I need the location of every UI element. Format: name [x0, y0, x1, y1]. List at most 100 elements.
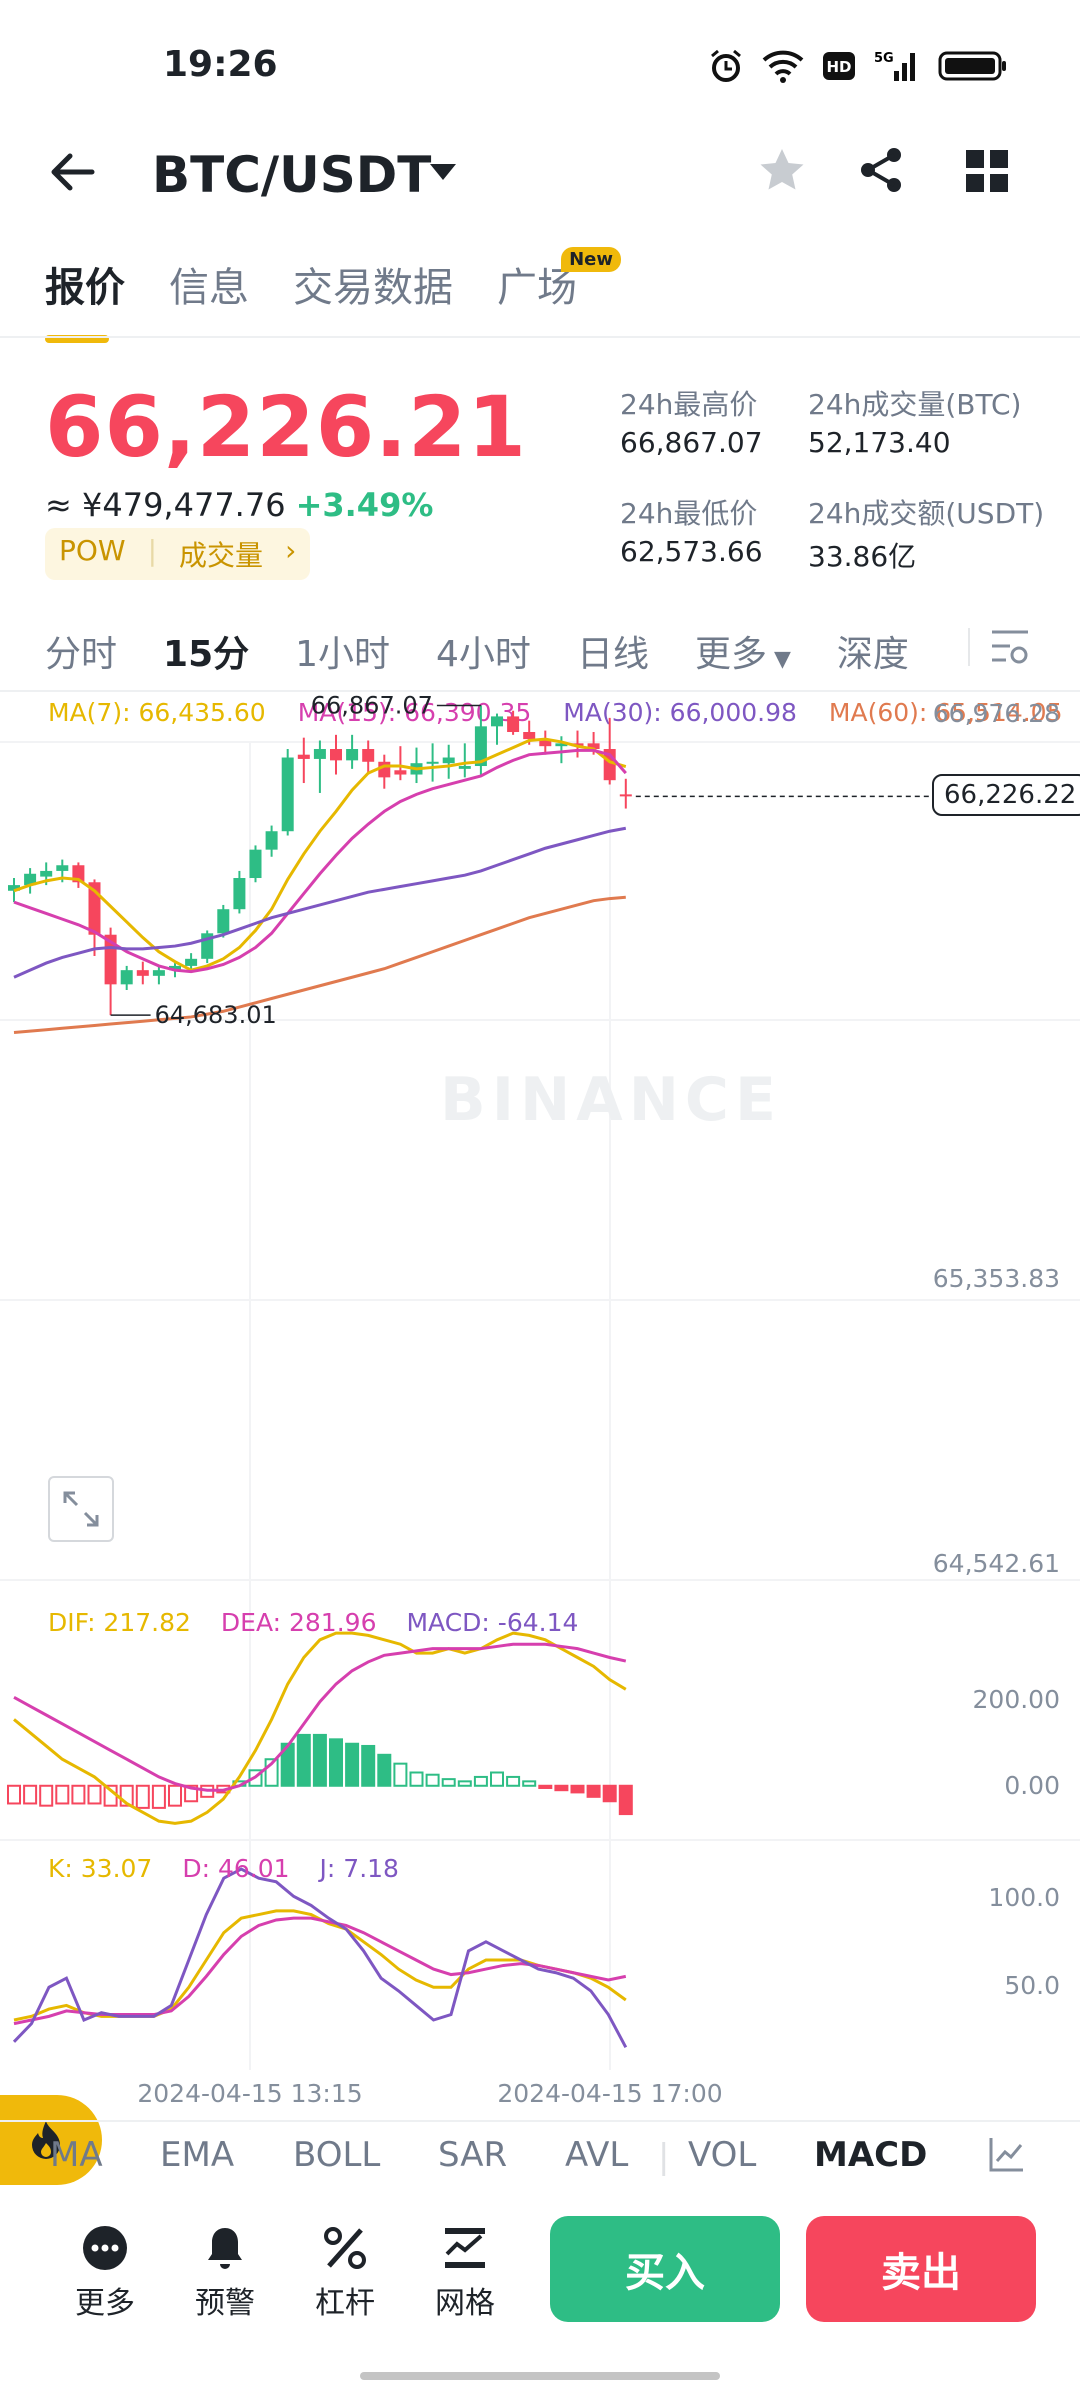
- candle-body: [152, 970, 165, 976]
- pair-dropdown-button[interactable]: [428, 162, 458, 186]
- candle-body: [120, 970, 133, 985]
- dif-legend: DIF: 217.82: [48, 1608, 191, 1637]
- grid-menu-button[interactable]: [966, 150, 1008, 196]
- period-timeline[interactable]: 分时: [45, 634, 118, 675]
- high-value: 66,867.07: [620, 426, 763, 459]
- period-more[interactable]: 更多 ▼: [695, 625, 791, 677]
- vol-usdt-label: 24h成交额(USDT): [808, 497, 1045, 530]
- ma15-line: [13, 748, 627, 974]
- more-label: 更多: [75, 2286, 135, 2321]
- margin-button[interactable]: 杠杆: [295, 2224, 395, 2322]
- chevron-right-icon: ›: [285, 534, 297, 567]
- periods-divider: [0, 690, 1080, 692]
- buy-button[interactable]: 买入: [550, 2216, 780, 2322]
- share-button[interactable]: [858, 146, 904, 198]
- watermark: BINANCE: [440, 1065, 782, 1135]
- new-badge: New: [561, 247, 621, 272]
- time-axis-2: 2024-04-15 17:00: [497, 2079, 722, 2108]
- more-button[interactable]: 更多: [55, 2224, 155, 2322]
- indicator-sar[interactable]: SAR: [438, 2135, 508, 2175]
- period-15m[interactable]: 15分: [163, 634, 250, 675]
- caret-down-icon: [430, 164, 456, 180]
- macd-histogram-bar: [393, 1762, 408, 1787]
- period-1h[interactable]: 1小时: [295, 634, 391, 675]
- candle-body: [378, 761, 391, 778]
- macd-histogram-bar: [409, 1771, 424, 1787]
- settings-icon: [992, 630, 1028, 664]
- candle-body: [442, 757, 455, 764]
- kline-chart[interactable]: BINANCE 66,976.28 65,353.83 64,542.61 66…: [0, 690, 1080, 2110]
- high-annotation: 66,867.07: [311, 691, 433, 719]
- dea-legend: DEA: 281.96: [220, 1608, 377, 1637]
- margin-label: 杠杆: [315, 2286, 375, 2321]
- svg-text:HD: HD: [826, 58, 851, 76]
- candle-body: [136, 970, 149, 976]
- favorite-button[interactable]: [758, 146, 806, 198]
- candle-body: [8, 885, 20, 891]
- kdj-panel: [12, 1867, 628, 2048]
- macd-histogram-bar: [39, 1784, 54, 1807]
- macd-histogram-bar: [296, 1733, 311, 1787]
- indicator-avl[interactable]: AVL: [565, 2135, 629, 2175]
- caret-down-icon: ▼: [766, 647, 791, 672]
- tab-quote[interactable]: 报价: [45, 255, 125, 343]
- price-axis-top: 66,976.28: [933, 699, 1060, 728]
- low-label: 24h最低价: [620, 497, 758, 530]
- indicator-boll[interactable]: BOLL: [293, 2135, 381, 2175]
- candle-body: [587, 743, 600, 750]
- ma-lines: [13, 737, 627, 1035]
- back-button[interactable]: [48, 150, 96, 198]
- indicator-separator: |: [658, 2137, 670, 2177]
- pow-tag: POW: [59, 534, 126, 567]
- home-indicator[interactable]: [360, 2372, 720, 2380]
- j-legend: J: 7.18: [319, 1854, 399, 1883]
- ma30-line: [13, 826, 627, 979]
- macd-histogram-bar: [71, 1784, 86, 1805]
- candle-body: [169, 965, 181, 971]
- candle-body: [330, 749, 342, 761]
- fullscreen-button[interactable]: [48, 1476, 114, 1542]
- macd-histogram-bar: [570, 1784, 585, 1794]
- indicator-ma[interactable]: MA: [50, 2135, 103, 2175]
- macd-histogram-bar: [441, 1778, 456, 1787]
- tab-trading-data[interactable]: 交易数据: [293, 265, 453, 311]
- chart-settings-button[interactable]: [990, 628, 1030, 670]
- more-dots-icon: [83, 2226, 127, 2270]
- bottom-toolbar: 更多 预警 杠杆 网格: [0, 2210, 1080, 2340]
- candle-body: [346, 749, 359, 761]
- sell-button[interactable]: 卖出: [806, 2216, 1036, 2322]
- macd-histogram-bar: [425, 1773, 440, 1787]
- volume-tag: 成交量: [179, 539, 264, 572]
- percent-icon: [324, 2227, 366, 2269]
- macd-histogram-bar: [151, 1784, 166, 1809]
- candle-body: [507, 716, 520, 733]
- tab-square[interactable]: 广场 New: [497, 247, 621, 313]
- tag-row[interactable]: POW | 成交量 ›: [45, 528, 311, 580]
- d-legend: D: 46.01: [182, 1854, 290, 1883]
- hot-button[interactable]: [0, 2095, 102, 2185]
- ma7-line: [13, 737, 627, 972]
- indicator-vol[interactable]: VOL: [688, 2135, 757, 2175]
- macd-value-legend: MACD: -64.14: [406, 1608, 579, 1637]
- candle-body: [426, 761, 439, 764]
- alert-button[interactable]: 预警: [175, 2224, 275, 2322]
- alert-label: 预警: [195, 2286, 255, 2321]
- candle-body: [56, 865, 69, 871]
- candle-body: [474, 726, 487, 767]
- annotations: 66,867.07 64,683.01: [110, 691, 930, 1029]
- macd-panel: [7, 1631, 633, 1825]
- period-1d[interactable]: 日线: [576, 634, 649, 675]
- low-value: 62,573.66: [620, 535, 763, 568]
- low-annotation: 64,683.01: [155, 1001, 277, 1029]
- macd-axis-0: 0.00: [1004, 1771, 1060, 1800]
- indicator-macd[interactable]: MACD: [814, 2135, 928, 2175]
- current-price-label: 66,226.22: [932, 774, 1080, 817]
- period-4h[interactable]: 4小时: [436, 634, 531, 675]
- period-depth[interactable]: 深度: [836, 634, 909, 675]
- tab-info[interactable]: 信息: [169, 265, 249, 311]
- macd-histogram-bar: [377, 1753, 392, 1787]
- pair-title[interactable]: BTC/USDT: [152, 146, 432, 204]
- indicator-ema[interactable]: EMA: [160, 2135, 235, 2175]
- grid-trading-button[interactable]: 网格: [415, 2224, 515, 2322]
- indicator-chart-icon[interactable]: [988, 2135, 1026, 2173]
